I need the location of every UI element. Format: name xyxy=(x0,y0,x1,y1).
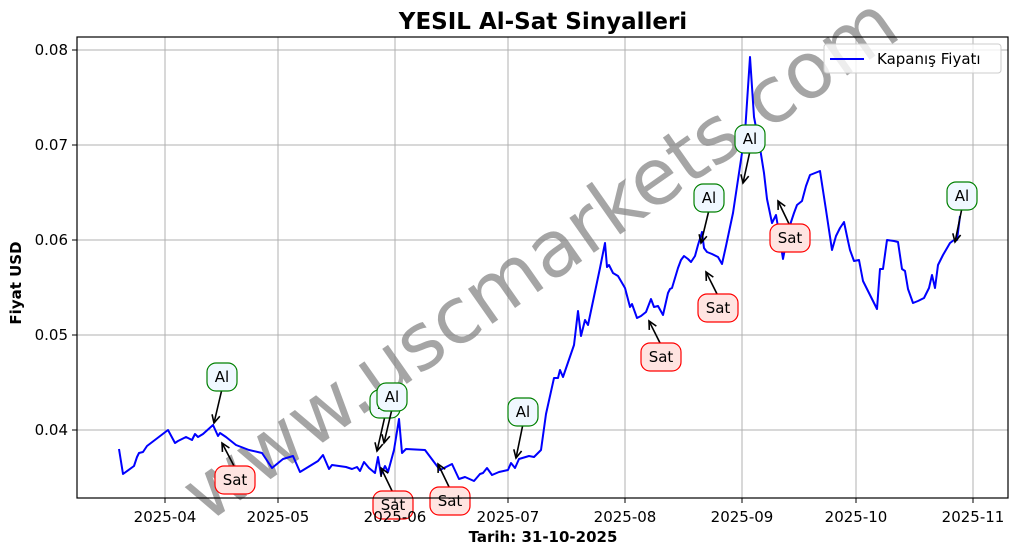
x-axis-ticks: 2025-04 2025-05 2025-06 2025-07 2025-08 2025-… xyxy=(134,498,1005,526)
signal-label: Sat xyxy=(381,496,406,514)
y-axis-label: Fiyat USD xyxy=(7,241,25,324)
arrow-icon xyxy=(515,425,524,459)
x-tick-label: 2025-11 xyxy=(942,508,1005,526)
x-tick-label: 2025-06 xyxy=(364,508,427,526)
sat-badge xyxy=(640,342,682,372)
grid-lines xyxy=(77,37,1008,498)
x-tick-label: 2025-04 xyxy=(134,508,197,526)
signal-label: Al xyxy=(955,187,969,205)
buy-signal: Al xyxy=(946,181,978,244)
arrow-icon xyxy=(742,152,751,184)
buy-signal: Al xyxy=(734,124,766,185)
legend: Kapanış Fiyatı xyxy=(823,43,1002,74)
arrow-icon xyxy=(376,417,386,452)
x-tick-label: 2025-07 xyxy=(477,508,540,526)
signal-label: Al xyxy=(743,130,757,148)
sat-badge xyxy=(769,223,811,253)
x-tick-label: 2025-08 xyxy=(594,508,657,526)
arrow-icon xyxy=(383,410,393,444)
chart-title: YESIL Al-Sat Sinyalleri xyxy=(398,9,687,35)
y-axis-ticks: 0.04 0.05 0.06 0.07 0.08 xyxy=(35,41,77,439)
x-axis-label: Tarih: 31-10-2025 xyxy=(469,528,618,546)
legend-box xyxy=(823,43,1002,74)
x-tick-label: 2025-10 xyxy=(825,508,888,526)
signal-annotations: AlSatAlAlSatSatAlSatAlSatAlSatAl xyxy=(206,124,978,520)
al-badge xyxy=(376,382,408,412)
signal-label: Al xyxy=(215,368,229,386)
signal-label: Sat xyxy=(706,299,731,317)
arrow-icon xyxy=(648,320,661,344)
arrow-icon xyxy=(437,463,450,488)
legend-entry: Kapanış Fiyatı xyxy=(877,50,981,68)
sat-badge xyxy=(697,293,739,323)
signal-label: Al xyxy=(385,388,399,406)
signal-label: Sat xyxy=(649,348,674,366)
y-tick-label: 0.04 xyxy=(35,421,68,439)
sat-badge xyxy=(214,465,256,495)
signal-label: Sat xyxy=(438,492,463,510)
arrow-icon xyxy=(700,211,710,244)
buy-signal: Al xyxy=(376,382,408,445)
al-badge xyxy=(507,397,539,427)
arrow-icon xyxy=(777,200,790,225)
al-badge xyxy=(734,124,766,154)
arrow-icon xyxy=(213,390,223,424)
arrow-icon xyxy=(954,209,963,243)
x-tick-label: 2025-05 xyxy=(247,508,310,526)
y-tick-label: 0.05 xyxy=(35,326,68,344)
arrow-icon xyxy=(380,467,393,492)
sell-signal: Sat xyxy=(697,270,739,323)
buy-signal: Al xyxy=(206,362,238,425)
signal-label: Sat xyxy=(223,471,248,489)
sat-badge xyxy=(429,486,471,516)
arrow-icon xyxy=(221,442,235,467)
arrow-icon xyxy=(705,271,718,295)
signal-label: Al xyxy=(516,403,530,421)
price-line xyxy=(118,56,961,482)
al-badge xyxy=(206,362,238,392)
x-tick-label: 2025-09 xyxy=(711,508,774,526)
sell-signal: Sat xyxy=(640,319,682,372)
buy-signal: Al xyxy=(693,183,725,245)
signal-label: Al xyxy=(702,189,716,207)
sell-signal: Sat xyxy=(769,199,811,253)
sell-signal: Sat xyxy=(429,462,471,516)
y-tick-label: 0.07 xyxy=(35,136,68,154)
al-badge xyxy=(946,181,978,211)
sell-signal: Sat xyxy=(214,441,256,495)
y-tick-label: 0.06 xyxy=(35,231,68,249)
al-badge xyxy=(693,183,725,213)
plot-frame xyxy=(76,36,1009,499)
signal-label: Sat xyxy=(778,229,803,247)
y-tick-label: 0.08 xyxy=(35,41,68,59)
buy-signal: Al xyxy=(507,397,539,460)
